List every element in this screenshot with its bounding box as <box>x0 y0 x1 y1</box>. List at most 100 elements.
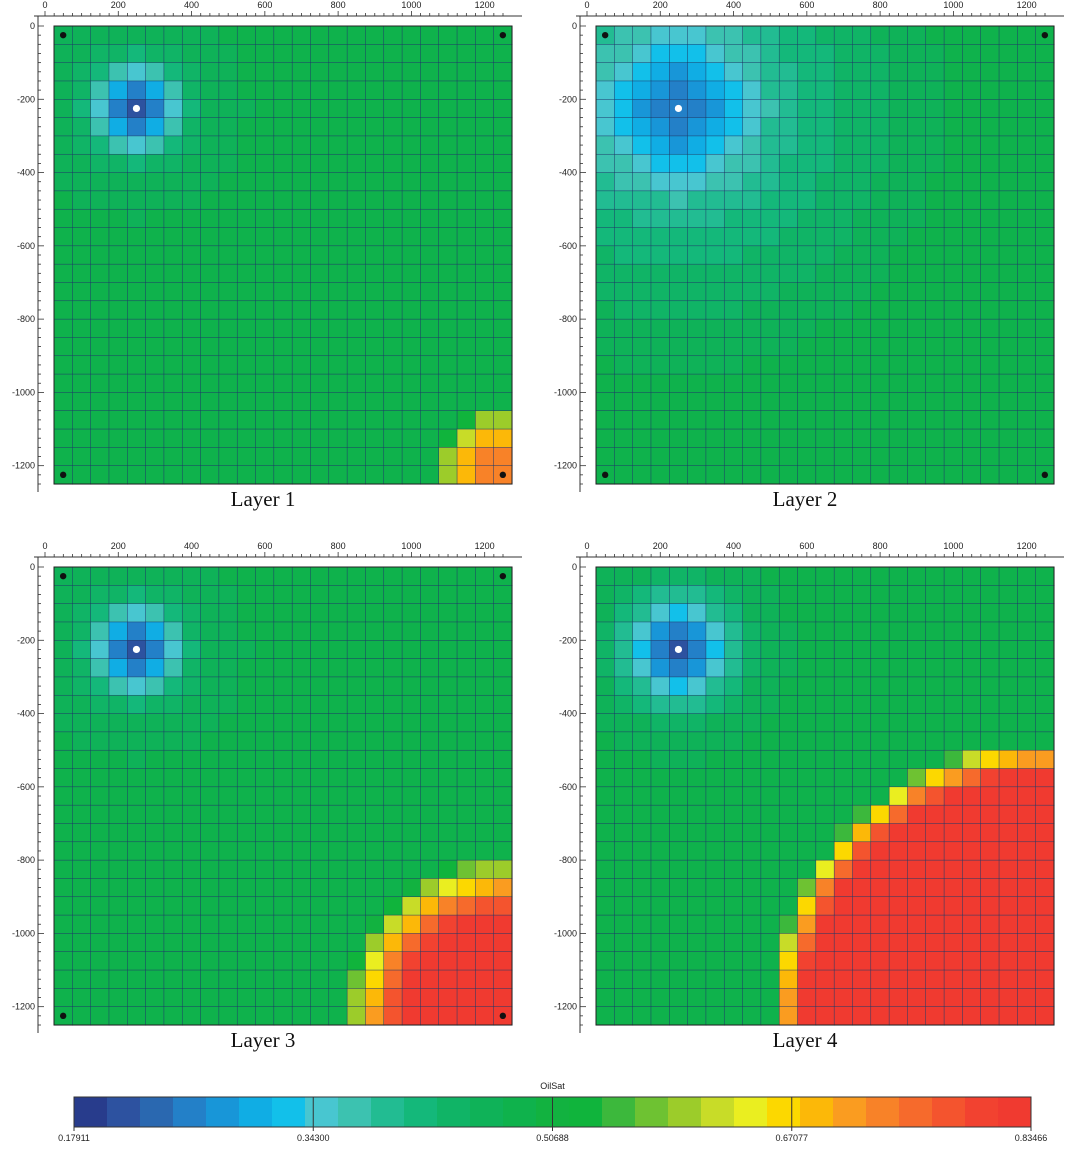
grid-cell <box>888 933 908 953</box>
grid-cell <box>401 933 421 953</box>
grid-cell <box>200 914 220 934</box>
grid-cell <box>760 428 780 448</box>
grid-cell <box>456 44 476 64</box>
grid-cell <box>475 62 495 82</box>
grid-cell <box>438 318 458 338</box>
grid-cell <box>907 640 927 660</box>
grid-cell <box>438 841 458 861</box>
grid-cell <box>632 447 652 467</box>
grid-cell <box>614 713 634 733</box>
grid-cell <box>980 245 1000 265</box>
grid-cell <box>163 392 183 412</box>
grid-cell <box>687 859 707 879</box>
grid-cell <box>632 208 652 229</box>
grid-cell <box>980 300 1000 320</box>
grid-cell <box>127 933 147 953</box>
grid-cell <box>236 768 257 788</box>
grid-cell <box>980 621 1000 641</box>
grid-cell <box>72 841 92 861</box>
grid-cell <box>328 263 348 284</box>
grid-cell <box>943 969 963 989</box>
grid-cell <box>420 914 440 934</box>
grid-cell <box>1017 135 1037 155</box>
grid-cell <box>493 768 513 788</box>
grid-cell <box>742 694 762 715</box>
grid-cell <box>72 640 92 660</box>
colorbar-tick-label: 0.67077 <box>775 1133 808 1143</box>
grid-cell <box>365 841 385 861</box>
grid-cell <box>163 318 183 338</box>
grid-cell <box>255 768 275 788</box>
layer-title: Layer 1 <box>231 487 296 511</box>
grid-cell <box>127 731 147 751</box>
grid-cell <box>420 566 440 586</box>
grid-cell <box>888 62 908 82</box>
grid-cell <box>962 355 982 375</box>
grid-cell <box>438 768 458 788</box>
grid-cell <box>218 804 238 825</box>
grid-cell <box>145 676 165 696</box>
grid-cell <box>687 300 707 320</box>
grid-cell <box>365 1006 385 1026</box>
grid-cell <box>943 373 963 393</box>
grid-cell <box>907 117 927 137</box>
grid-cell <box>310 62 330 82</box>
grid-cell <box>236 841 257 861</box>
grid-cell <box>475 804 495 825</box>
grid-cell <box>181 410 202 430</box>
grid-cell <box>383 823 403 843</box>
grid-cell <box>401 447 421 467</box>
grid-cell <box>1017 933 1037 953</box>
grid-cell <box>493 749 513 770</box>
grid-cell <box>127 676 147 696</box>
grid-cell <box>962 933 982 953</box>
grid-cell <box>870 153 890 174</box>
grid-cell <box>742 933 762 953</box>
grid-cell <box>669 1006 689 1026</box>
grid-cell <box>852 263 872 284</box>
grid-cell <box>998 245 1018 265</box>
grid-cell <box>852 914 872 934</box>
grid-cell <box>456 859 476 879</box>
grid-cell <box>200 768 220 788</box>
colorbar-tick-label: 0.17911 <box>58 1133 90 1143</box>
grid-cell <box>163 172 183 192</box>
grid-cell <box>778 392 799 412</box>
grid-cell <box>614 859 634 879</box>
grid-cell <box>145 282 165 302</box>
y-tick-label: -1200 <box>554 1002 577 1012</box>
grid-cell <box>90 282 110 302</box>
grid-cell <box>723 282 744 302</box>
grid-cell <box>669 62 689 82</box>
grid-cell <box>90 245 110 265</box>
grid-cell <box>760 823 780 843</box>
grid-cell <box>742 786 762 806</box>
grid-cell <box>907 896 927 916</box>
grid-cell <box>852 447 872 467</box>
grid-cell <box>687 878 707 898</box>
grid-cell <box>127 172 147 192</box>
layer-title: Layer 3 <box>231 1028 296 1052</box>
grid-cell <box>760 282 780 302</box>
grid-cell <box>1035 428 1055 448</box>
grid-cell <box>456 878 476 898</box>
grid-cell <box>687 658 707 678</box>
grid-cell <box>438 640 458 660</box>
grid-cell <box>742 1006 762 1026</box>
grid-cell <box>108 896 128 916</box>
grid-cell <box>218 640 238 660</box>
grid-cell <box>493 117 513 137</box>
grid-cell <box>760 117 780 137</box>
grid-cell <box>273 988 293 1008</box>
grid-cell <box>236 80 257 100</box>
colorbar-swatch <box>371 1097 405 1127</box>
grid-cell <box>438 44 458 64</box>
grid-cell <box>72 768 92 788</box>
grid-cell <box>72 44 92 64</box>
grid-cell <box>778 804 799 825</box>
grid-cell <box>236 640 257 660</box>
grid-cell <box>797 933 817 953</box>
x-tick-label: 200 <box>653 541 668 551</box>
grid-cell <box>1035 969 1055 989</box>
grid-cell <box>401 988 421 1008</box>
